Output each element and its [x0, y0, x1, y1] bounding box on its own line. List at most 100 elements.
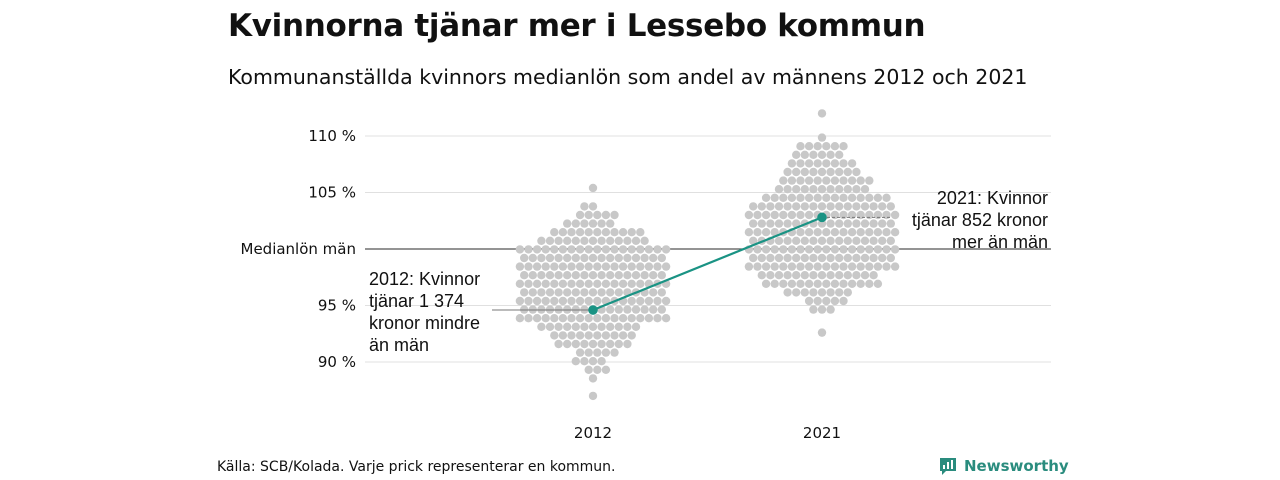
dot-2021 [783, 236, 792, 245]
dot-2021 [822, 262, 831, 271]
dot-2021 [813, 159, 822, 168]
dot-2021 [852, 202, 861, 211]
dot-2012 [567, 245, 576, 254]
dot-2021 [774, 236, 784, 245]
dot-2012 [631, 322, 641, 331]
dot-2012 [640, 305, 649, 314]
dot-2021 [869, 253, 878, 263]
dot-2012 [520, 253, 529, 263]
dot-2021 [847, 245, 857, 254]
dot-2012 [588, 271, 598, 280]
dot-2012 [575, 279, 585, 288]
dot-2021 [800, 253, 809, 263]
dot-2021 [856, 245, 865, 254]
dot-2021 [886, 253, 895, 263]
dot-2021 [869, 219, 878, 228]
dot-2021 [830, 176, 840, 185]
dot-2021 [882, 193, 891, 202]
dot-2021 [817, 253, 827, 263]
dot-2012 [614, 305, 623, 314]
dot-2021 [792, 236, 801, 245]
dot-2021 [826, 219, 835, 228]
dot-2021 [843, 271, 852, 280]
dot-2021 [822, 142, 831, 151]
dot-2021 [804, 228, 814, 237]
dot-2021 [792, 150, 801, 159]
dot-2012 [524, 245, 533, 254]
dot-2012 [580, 219, 589, 228]
dot-2021 [843, 236, 852, 245]
dot-2021 [826, 150, 835, 159]
dot-2021 [839, 296, 848, 306]
dot-2021 [817, 150, 827, 159]
dot-2012 [597, 236, 606, 245]
dot-2021 [860, 202, 870, 211]
dot-2021 [865, 228, 874, 237]
dot-2012 [614, 288, 623, 297]
dot-2021 [813, 142, 822, 151]
dot-2012 [601, 262, 611, 271]
dot-2021 [852, 185, 861, 194]
dot-2021 [865, 176, 874, 185]
dot-2012 [610, 210, 619, 220]
dot-2012 [653, 245, 662, 254]
dot-2021 [847, 279, 857, 288]
dot-2021 [830, 296, 840, 306]
dot-2021 [822, 193, 831, 202]
dot-2021 [809, 253, 818, 263]
dot-2021 [817, 167, 827, 177]
dot-2012 [575, 210, 585, 220]
dot-2012 [631, 305, 641, 314]
dot-2021 [826, 288, 835, 297]
dot-2021 [809, 236, 818, 245]
dot-2021 [787, 176, 797, 185]
brand-logo[interactable]: Newsworthy [938, 456, 1069, 476]
dot-2021 [774, 219, 784, 228]
dot-2012 [588, 288, 598, 297]
dot-2012 [571, 322, 580, 331]
dot-2021 [804, 142, 814, 151]
dot-2021 [813, 245, 822, 254]
dot-2021 [817, 202, 827, 211]
dot-2012 [528, 271, 537, 280]
dot-2021 [796, 228, 805, 237]
dot-2012 [636, 296, 645, 306]
dot-2021 [757, 202, 766, 211]
dot-2021 [813, 193, 822, 202]
dot-2012 [537, 253, 546, 263]
dot-2012 [627, 331, 636, 340]
dot-2012 [571, 253, 580, 263]
dot-2021 [804, 296, 814, 306]
dot-2012 [580, 339, 589, 349]
dot-2021 [835, 236, 844, 245]
dot-2021 [873, 245, 883, 254]
dot-2021 [787, 193, 797, 202]
dot-2012 [520, 288, 529, 297]
dot-2012 [610, 314, 619, 323]
dot-2021 [787, 262, 797, 271]
dot-2012 [640, 236, 649, 245]
dot-2012 [597, 219, 606, 228]
dot-2012 [623, 322, 632, 331]
dot-2021 [796, 159, 805, 168]
dot-2012 [584, 245, 593, 254]
dot-2021 [783, 253, 792, 263]
y-tick-label: Medianlön män [241, 240, 357, 258]
dot-2012 [618, 331, 628, 340]
dot-2021 [783, 271, 792, 280]
dot-2021 [813, 176, 822, 185]
dot-2021 [792, 253, 801, 263]
dot-2021 [800, 288, 809, 297]
dot-2021 [860, 185, 870, 194]
dot-2021 [847, 210, 857, 220]
dot-2012 [537, 236, 546, 245]
dot-2021 [804, 245, 814, 254]
y-tick-label: 110 % [308, 127, 356, 145]
dot-2012 [661, 245, 671, 254]
dot-2012 [606, 271, 615, 280]
dot-2012 [631, 236, 641, 245]
dot-2012 [593, 348, 602, 357]
dot-2021 [839, 142, 848, 151]
dot-2021 [792, 185, 801, 194]
dot-2012 [627, 279, 636, 288]
